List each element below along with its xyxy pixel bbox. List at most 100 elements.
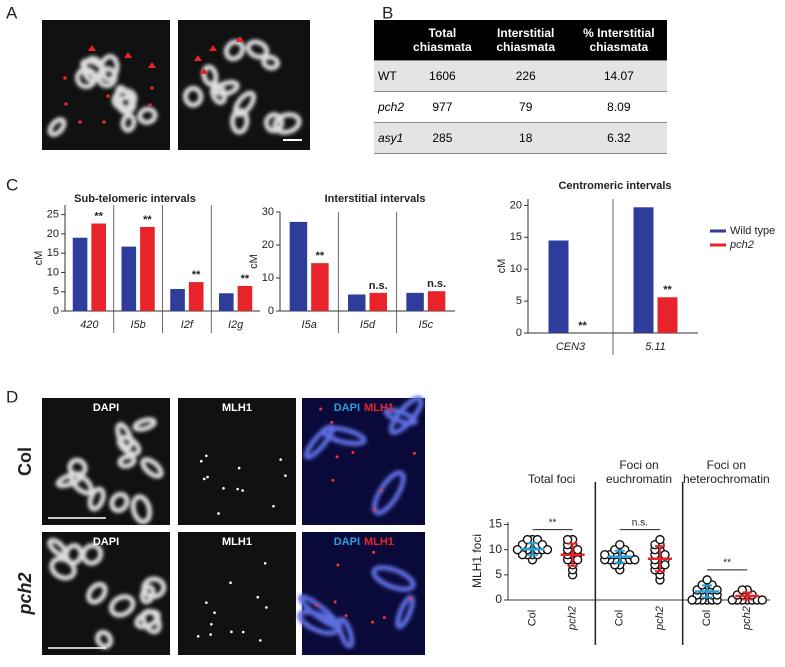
chromatin (321, 425, 367, 447)
y-tick-label: 10 (262, 272, 274, 284)
asterisk (148, 103, 152, 107)
y-tick-label: 0 (53, 305, 59, 317)
data-point (660, 560, 670, 570)
chromatin (111, 88, 138, 111)
focus (196, 635, 200, 638)
arrowhead (148, 62, 156, 68)
chromatin (336, 616, 355, 649)
bar (140, 226, 155, 311)
data-point (655, 534, 665, 545)
y-tick-label: 5 (53, 286, 59, 298)
chromatin (263, 112, 285, 134)
header-cell: % Interstitial chiasmata (570, 20, 667, 61)
chromatin (232, 90, 257, 118)
x-tick-label: I2f (181, 319, 194, 331)
channel-label: DAPI (334, 402, 360, 414)
focus (351, 451, 355, 455)
chromatin (116, 434, 142, 457)
cell: 226 (480, 60, 571, 92)
x-tick-label: CEN3 (556, 341, 586, 353)
focus (205, 601, 208, 604)
micrograph (302, 398, 425, 525)
data-point (702, 575, 712, 585)
row-label: Col (15, 447, 35, 476)
significance: ** (578, 320, 587, 332)
y-tick-label: 25 (47, 209, 59, 221)
chromatin (80, 543, 104, 566)
data-point (542, 544, 553, 555)
arrowhead (200, 68, 208, 74)
data-point (572, 544, 583, 555)
significance: ** (241, 273, 250, 285)
x-tick-label: pch2 (654, 606, 666, 631)
focus (205, 454, 208, 458)
y-tick-label: 15 (510, 231, 522, 243)
y-tick-label: 5 (516, 295, 522, 307)
arrowhead (88, 45, 96, 51)
focus (259, 639, 262, 642)
chromatin (137, 106, 158, 125)
chromatin (201, 64, 219, 87)
focus (336, 563, 340, 567)
x-tick-label: pch2 (741, 606, 753, 631)
channel-label: DAPI (93, 536, 119, 548)
y-tick-label: 15 (47, 247, 59, 259)
x-tick-label: I5b (130, 319, 145, 331)
cell: 285 (404, 122, 481, 154)
bar (348, 294, 366, 311)
focus (217, 512, 220, 515)
significance: n.s. (632, 517, 648, 528)
group-title: Foci on heterochromatin (682, 458, 770, 486)
y-tick-label: 10 (489, 542, 503, 556)
cell: 977 (404, 91, 481, 123)
panel-label: A (6, 3, 18, 22)
asterisk (64, 102, 68, 106)
y-axis-label: MLH1 foci (470, 534, 484, 588)
focus (344, 614, 348, 618)
y-tick-label: 0 (495, 592, 502, 606)
cell: 18 (480, 122, 571, 154)
row-label: pch2 (15, 572, 35, 615)
focus (202, 477, 206, 481)
bar (369, 292, 387, 311)
significance: n.s. (427, 278, 446, 290)
significance: ** (549, 517, 557, 528)
panel-label: B (382, 3, 393, 22)
cell: asy1 (374, 122, 405, 154)
arrowhead (236, 36, 244, 42)
chromatin (371, 470, 406, 516)
significance: ** (192, 269, 201, 281)
focus (206, 475, 209, 479)
chromatin (68, 471, 94, 496)
focus (330, 420, 334, 424)
asterisk (63, 76, 67, 80)
chart-title: Interstitial intervals (325, 193, 426, 205)
focus (333, 600, 337, 604)
x-tick-label: Col (614, 610, 626, 627)
micrographs (42, 20, 425, 655)
chromatin (130, 494, 153, 525)
arrowhead (124, 52, 132, 58)
data-point (757, 595, 767, 605)
focus (263, 562, 267, 565)
bar (657, 297, 678, 333)
y-axis-label: cM (496, 259, 508, 274)
focus (284, 474, 287, 477)
x-tick-label: I2g (228, 319, 244, 331)
cell: 1606 (404, 60, 481, 92)
chromatin (223, 39, 246, 62)
cell: 8.09 (570, 91, 667, 123)
header-cell (374, 20, 405, 61)
y-axis-label: cM (33, 251, 45, 266)
y-tick-label: 10 (510, 263, 522, 275)
bar (91, 223, 106, 311)
focus (222, 487, 225, 490)
chromatin (140, 457, 164, 479)
focus (372, 550, 376, 554)
signal (297, 565, 416, 649)
bar (633, 207, 654, 333)
data-point (600, 550, 610, 560)
bar (170, 289, 185, 311)
asterisk (102, 120, 106, 124)
chromatin (209, 82, 228, 105)
